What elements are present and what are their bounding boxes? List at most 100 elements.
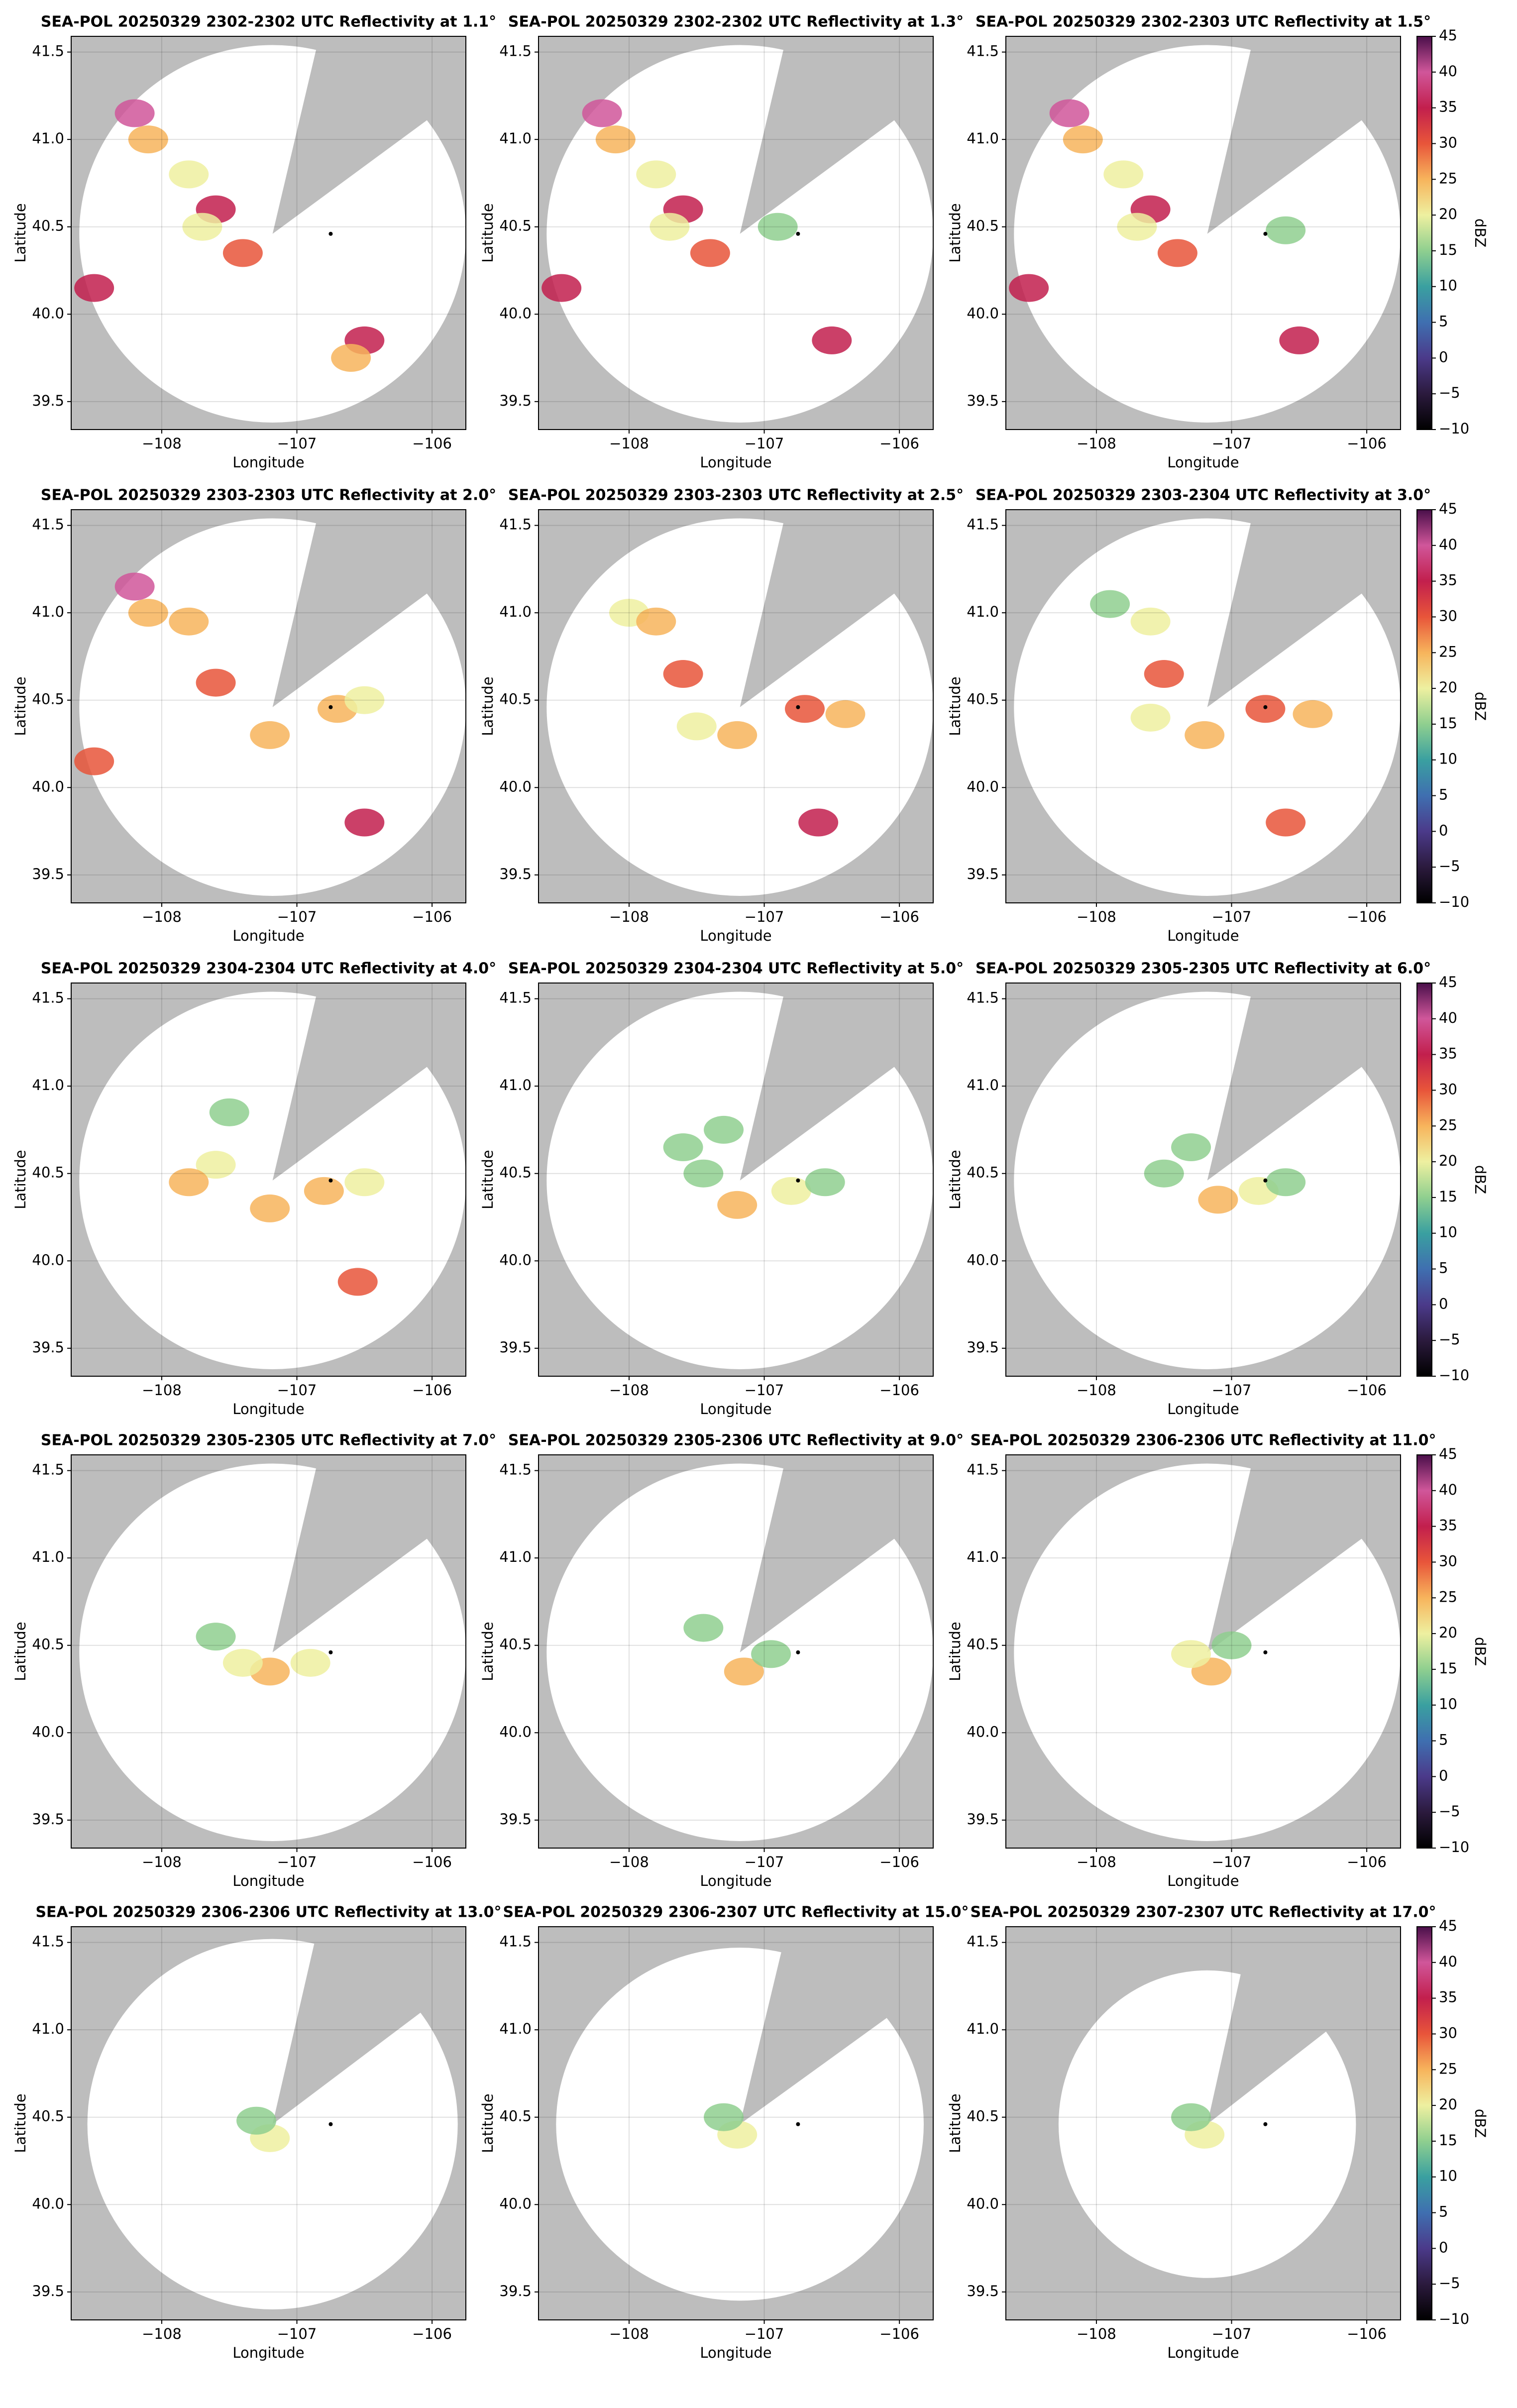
plot-area bbox=[539, 1455, 933, 1848]
echo bbox=[128, 125, 168, 154]
echo bbox=[1144, 1159, 1184, 1188]
y-tick-label: 39.5 bbox=[967, 1811, 999, 1828]
site-marker bbox=[796, 1178, 800, 1183]
colorbar-tick-label: 20 bbox=[1439, 1624, 1457, 1641]
site-marker bbox=[328, 231, 333, 236]
axes-frame bbox=[1005, 983, 1401, 1377]
y-tick-label: 41.0 bbox=[967, 1077, 999, 1094]
x-axis-label: Longitude bbox=[700, 2344, 771, 2361]
colorbar-tick-label: 20 bbox=[1439, 206, 1457, 222]
x-tick-label: −108 bbox=[1077, 2325, 1116, 2342]
site-marker bbox=[328, 1178, 333, 1183]
y-tick-label: 39.5 bbox=[499, 1811, 532, 1828]
colorbar-tick-label: 35 bbox=[1439, 1989, 1457, 2006]
plot-area bbox=[1006, 1455, 1401, 1848]
axes-frame bbox=[71, 509, 466, 903]
colorbar bbox=[1416, 1926, 1432, 2320]
y-tick-label: 41.0 bbox=[32, 603, 64, 620]
x-tick-label: −107 bbox=[277, 2325, 317, 2342]
y-axis-label: Latitude bbox=[12, 1622, 29, 1681]
y-tick-label: 41.5 bbox=[499, 1933, 532, 1950]
colorbar-tick-label: 10 bbox=[1439, 277, 1457, 294]
site-marker bbox=[1263, 1650, 1268, 1654]
colorbar-tick-label: 35 bbox=[1439, 572, 1457, 589]
colorbar-tick-label: 30 bbox=[1439, 1081, 1457, 1097]
colorbar-tick-label: −5 bbox=[1439, 2275, 1460, 2292]
site-marker bbox=[1263, 1178, 1268, 1183]
panel: −108 −107 −106 39.5 40.0 40.5 41.0 41.5 SEA-POL … bbox=[947, 13, 1489, 471]
colorbar-tick-label: 35 bbox=[1439, 1045, 1457, 1062]
x-tick-label: −108 bbox=[609, 2325, 649, 2342]
x-tick-label: −107 bbox=[277, 1382, 317, 1399]
colorbar-tick-label: 10 bbox=[1439, 1696, 1457, 1713]
echo bbox=[1293, 700, 1333, 728]
y-tick-label: 40.0 bbox=[967, 305, 999, 322]
y-axis-label: Latitude bbox=[12, 1150, 29, 1209]
colorbar-tick-label: 25 bbox=[1439, 170, 1457, 187]
x-tick-label: −106 bbox=[412, 908, 452, 925]
site-marker bbox=[796, 705, 800, 709]
blocked-sector bbox=[1207, 1459, 1370, 1652]
x-tick-label: −107 bbox=[1212, 2325, 1252, 2342]
x-axis-label: Longitude bbox=[232, 2344, 304, 2361]
echo bbox=[1198, 1186, 1238, 1214]
axes-frame bbox=[71, 1454, 466, 1849]
chart-title: SEA-POL 20250329 2306-2306 UTC Reflectiv… bbox=[35, 1904, 501, 1921]
colorbar-label: dBZ bbox=[1472, 2109, 1489, 2138]
y-tick-label: 41.0 bbox=[32, 1077, 64, 1094]
panel: −108 −107 −106 39.5 40.0 40.5 41.0 41.5 SEA-POL … bbox=[12, 1904, 502, 2362]
x-tick-label: −108 bbox=[142, 2325, 182, 2342]
colorbar-tick-label: −5 bbox=[1439, 858, 1460, 875]
x-tick-label: −106 bbox=[879, 435, 919, 452]
plot-area bbox=[71, 36, 466, 430]
echo bbox=[717, 721, 758, 749]
colorbar-tick-label: 40 bbox=[1439, 1481, 1457, 1498]
colorbar-tick-label: 25 bbox=[1439, 1588, 1457, 1605]
chart-title: SEA-POL 20250329 2303-2303 UTC Reflectiv… bbox=[41, 487, 496, 504]
colorbar-tick-label: 15 bbox=[1439, 715, 1457, 732]
y-tick-label: 39.5 bbox=[499, 2283, 532, 2299]
x-tick-label: −106 bbox=[879, 2325, 919, 2342]
colorbar bbox=[1416, 983, 1432, 1377]
x-tick-label: −107 bbox=[277, 435, 317, 452]
chart-title: SEA-POL 20250329 2303-2303 UTC Reflectiv… bbox=[508, 487, 964, 504]
y-tick-label: 41.0 bbox=[499, 130, 532, 147]
axes-frame bbox=[71, 983, 466, 1377]
y-tick-label: 39.5 bbox=[32, 392, 64, 409]
x-tick-label: −106 bbox=[1347, 2325, 1387, 2342]
colorbar-tick-label: −5 bbox=[1439, 384, 1460, 401]
y-tick-label: 40.5 bbox=[499, 2108, 532, 2125]
y-axis-label: Latitude bbox=[479, 203, 496, 262]
y-tick-label: 40.5 bbox=[32, 691, 64, 708]
echo bbox=[663, 1133, 703, 1162]
blocked-sector bbox=[740, 987, 902, 1181]
colorbar-tick-label: 45 bbox=[1439, 1445, 1457, 1462]
blocked-sector bbox=[740, 514, 902, 707]
y-tick-label: 41.0 bbox=[499, 2020, 532, 2037]
y-axis-label: Latitude bbox=[947, 203, 964, 262]
blocked-sector bbox=[272, 1459, 435, 1652]
y-axis-label: Latitude bbox=[479, 1150, 496, 1209]
axes-frame bbox=[71, 1926, 466, 2320]
echo bbox=[196, 1623, 236, 1651]
x-axis-label: Longitude bbox=[1167, 1401, 1239, 1418]
echo bbox=[724, 1657, 764, 1686]
colorbar-tick-label: 40 bbox=[1439, 63, 1457, 80]
echo bbox=[196, 1151, 236, 1179]
colorbar-tick-label: 15 bbox=[1439, 1660, 1457, 1677]
panel: −108 −107 −106 39.5 40.0 40.5 41.0 41.5 SEA-POL … bbox=[479, 1432, 964, 1890]
echo bbox=[663, 660, 703, 688]
panel: −108 −107 −106 39.5 40.0 40.5 41.0 41.5 SEA-POL … bbox=[947, 1904, 1489, 2362]
panel: −108 −107 −106 39.5 40.0 40.5 41.0 41.5 SEA-POL … bbox=[12, 960, 496, 1418]
plot-area bbox=[539, 36, 933, 430]
colorbar-tick-label: 45 bbox=[1439, 974, 1457, 990]
x-tick-label: −107 bbox=[745, 908, 784, 925]
y-tick-label: 41.5 bbox=[967, 1461, 999, 1478]
chart-title: SEA-POL 20250329 2305-2305 UTC Reflectiv… bbox=[975, 960, 1431, 978]
y-tick-label: 40.0 bbox=[967, 1723, 999, 1740]
blocked-sector bbox=[1207, 514, 1370, 707]
echo bbox=[1171, 1133, 1211, 1162]
axes-frame bbox=[538, 1454, 934, 1849]
